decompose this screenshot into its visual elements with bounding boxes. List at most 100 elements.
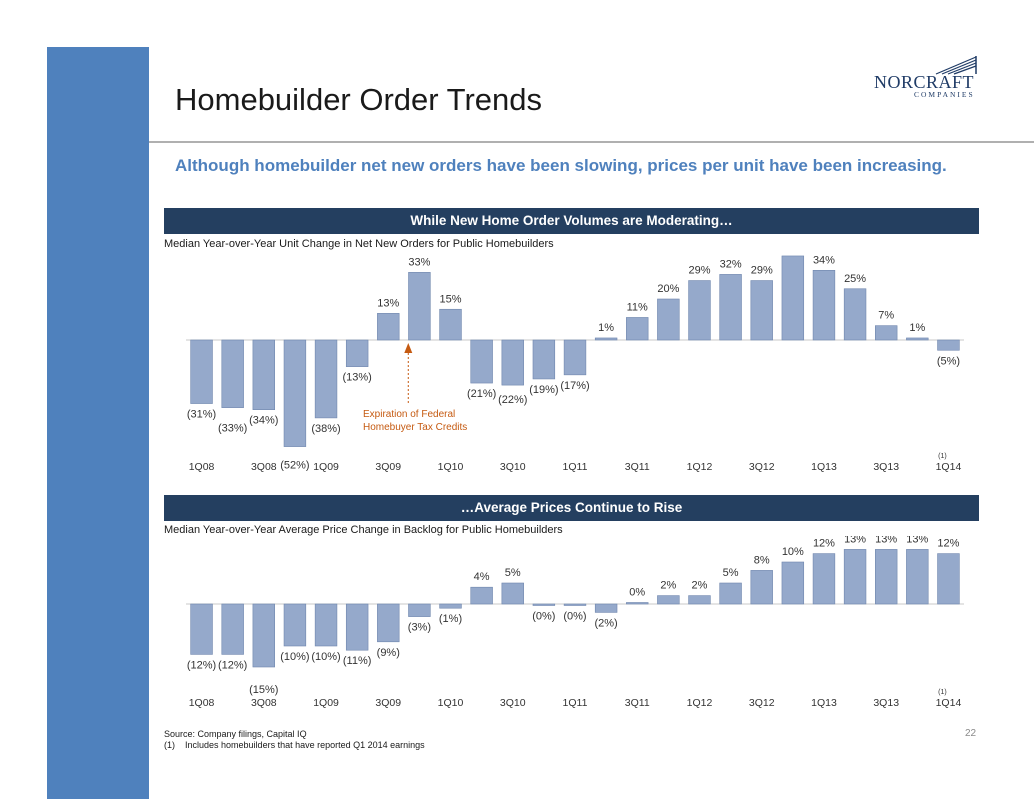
data-label-2Q08: (12%) (218, 659, 247, 671)
data-label-4Q11: 2% (660, 580, 676, 592)
bar-1Q12 (688, 280, 711, 341)
bar-4Q08 (283, 603, 307, 647)
page-number: 22 (965, 728, 977, 739)
bar-3Q12 (750, 570, 773, 605)
bar-4Q09 (408, 272, 431, 341)
footnote-marker: (1) (164, 740, 175, 750)
bar-3Q13 (875, 325, 898, 341)
bar-1Q14 (937, 553, 960, 605)
data-label-4Q10: (19%) (529, 384, 558, 396)
data-label-4Q10: (0%) (532, 611, 555, 623)
x-tick-1Q10: 1Q10 (438, 697, 464, 709)
data-label-2Q10: (21%) (467, 388, 496, 400)
x-tick-3Q08: 3Q08 (251, 461, 277, 473)
bar-4Q13 (906, 549, 929, 605)
bar-3Q11 (626, 602, 649, 605)
x-tick-1Q13: 1Q13 (811, 461, 837, 473)
bar-1Q11 (563, 339, 587, 376)
x-tick-1Q13: 1Q13 (811, 697, 837, 709)
data-label-1Q12: 29% (688, 265, 710, 277)
x-tick-1Q08: 1Q08 (189, 697, 215, 709)
bar-1Q12 (688, 595, 711, 605)
page-subtitle: Although homebuilder net new orders have… (175, 156, 947, 175)
bar-3Q08 (252, 603, 275, 668)
x-tick-3Q09: 3Q09 (375, 697, 401, 709)
bar-1Q09 (314, 603, 338, 647)
logo-mark-icon (935, 56, 977, 75)
data-label-2Q09: (11%) (343, 655, 372, 667)
logo-name: NORCRAFT (874, 72, 975, 92)
data-label-1Q14: (5%) (937, 355, 960, 367)
data-label-3Q11: 11% (627, 301, 648, 313)
bar-4Q13 (906, 337, 929, 341)
annotation-text-line2: Homebuyer Tax Credits (363, 422, 467, 433)
data-label-3Q09: 13% (377, 297, 399, 309)
data-label-1Q14: 12% (937, 538, 959, 550)
bar-2Q08 (221, 339, 244, 408)
data-label-4Q11: 20% (657, 283, 679, 295)
data-label-4Q13: 1% (909, 322, 925, 334)
x-tick-1Q11: 1Q11 (563, 697, 588, 709)
x-tick-1Q12: 1Q12 (687, 461, 713, 473)
x-tick-3Q12: 3Q12 (749, 697, 775, 709)
x-tick-1Q10: 1Q10 (438, 461, 464, 473)
data-label-1Q11: (17%) (560, 380, 589, 392)
annotation-arrow-icon (404, 343, 413, 353)
bar-4Q09 (408, 603, 431, 617)
data-label-2Q11: (2%) (595, 617, 618, 629)
bar-3Q10 (501, 582, 524, 605)
data-label-3Q12: 8% (754, 554, 770, 566)
x-tick-3Q10: 3Q10 (500, 461, 526, 473)
bar-2Q10 (470, 339, 493, 384)
data-label-4Q09: (3%) (408, 622, 431, 634)
bar-4Q08 (283, 339, 307, 447)
data-label-4Q13: 13% (906, 536, 928, 545)
orders-banner: While New Home Order Volumes are Moderat… (164, 208, 979, 234)
bar-3Q09 (377, 313, 400, 341)
bar-1Q13 (812, 553, 836, 605)
data-label-1Q13: 12% (813, 538, 835, 550)
x-tick-3Q09: 3Q09 (375, 461, 401, 473)
bar-1Q14 (937, 339, 960, 351)
title-divider (149, 141, 1034, 143)
bar-1Q10 (439, 603, 462, 609)
x-tick-1Q09: 1Q09 (313, 697, 339, 709)
bar-2Q12 (719, 274, 742, 341)
bar-3Q09 (377, 603, 400, 643)
bar-4Q11 (657, 595, 680, 605)
bar-4Q12 (781, 561, 805, 605)
x-tick-1Q14: 1Q14 (936, 461, 962, 473)
bar-4Q11 (657, 298, 680, 341)
bar-3Q11 (626, 317, 649, 341)
bar-1Q09 (314, 339, 338, 419)
data-label-2Q09: (13%) (342, 372, 371, 384)
bar-1Q10 (439, 308, 462, 341)
data-label-2Q11: 1% (598, 322, 614, 334)
data-label-1Q10: 15% (440, 293, 462, 305)
bar-3Q10 (501, 339, 524, 386)
data-label-3Q13: 13% (875, 536, 897, 545)
data-label-3Q08: (34%) (249, 415, 278, 427)
data-label-1Q10: (1%) (439, 613, 462, 625)
x-tick-3Q12: 3Q12 (749, 461, 775, 473)
data-label-1Q08: (31%) (187, 409, 216, 421)
x-tick-1Q14: 1Q14 (936, 697, 962, 709)
bar-2Q10 (470, 586, 493, 605)
x-tick-1Q12: 1Q12 (687, 697, 713, 709)
bar-2Q08 (221, 603, 244, 655)
data-label-3Q11: 0% (629, 587, 645, 599)
data-label-3Q10: (22%) (498, 394, 527, 406)
x-tick-3Q13: 3Q13 (873, 697, 899, 709)
data-label-2Q12: 32% (720, 258, 742, 270)
data-label-4Q08: (10%) (280, 651, 309, 663)
data-label-3Q13: 7% (878, 310, 894, 322)
x-tick-1Q11: 1Q11 (563, 461, 588, 473)
data-label-2Q10: 4% (474, 571, 490, 583)
data-label-3Q09: (9%) (377, 647, 400, 659)
x-tick-1Q09: 1Q09 (313, 461, 339, 473)
footnote-1: (1) Includes homebuilders that have repo… (164, 740, 425, 750)
x-tick-3Q11: 3Q11 (625, 697, 650, 709)
data-label-1Q12: 2% (692, 580, 708, 592)
bar-2Q11 (594, 337, 618, 341)
data-label-4Q08: (52%) (280, 460, 309, 472)
